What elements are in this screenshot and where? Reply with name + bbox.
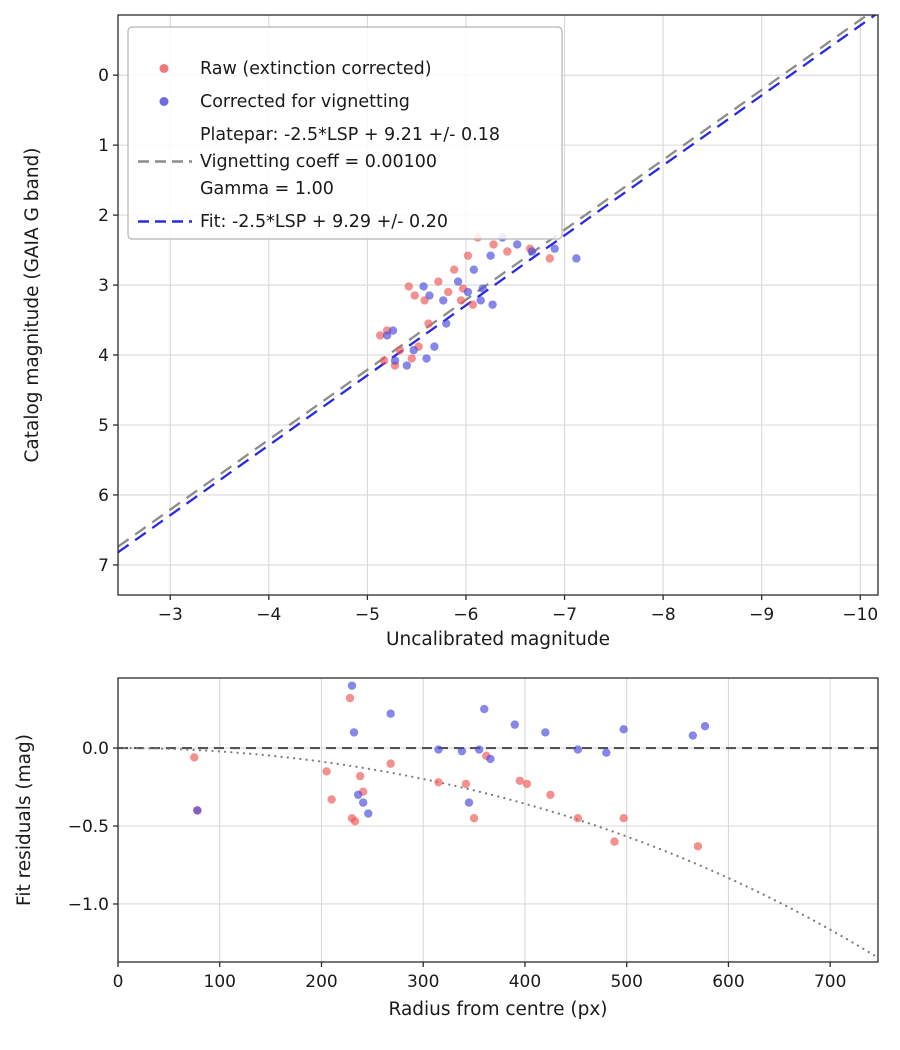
svg-text:0: 0 xyxy=(113,972,124,992)
magnitude-frame xyxy=(117,14,879,596)
legend-marker-dot xyxy=(159,97,169,106)
svg-text:0: 0 xyxy=(98,66,109,86)
svg-text:0.0: 0.0 xyxy=(82,739,109,759)
svg-text:−5: −5 xyxy=(355,605,380,625)
legend-label: Raw (extinction corrected) xyxy=(200,59,432,79)
svg-text:5: 5 xyxy=(98,416,109,436)
svg-text:−3: −3 xyxy=(158,605,183,625)
svg-text:7: 7 xyxy=(98,556,109,576)
svg-text:−7: −7 xyxy=(552,605,577,625)
legend-label: Vignetting coeff = 0.00100 xyxy=(200,152,437,172)
svg-text:3: 3 xyxy=(98,276,109,296)
magnitude-ylabel: Catalog magnitude (GAIA G band) xyxy=(22,147,43,462)
svg-text:−9: −9 xyxy=(749,605,774,625)
vignetting-fit-line xyxy=(118,15,878,554)
raw-extinction-corrected-points xyxy=(376,233,554,370)
legend-label: Fit: -2.5*LSP + 9.29 +/- 0.20 xyxy=(200,212,448,232)
svg-text:200: 200 xyxy=(305,972,337,992)
svg-text:−6: −6 xyxy=(453,605,478,625)
raw-residual-points xyxy=(190,693,703,851)
svg-text:−1.0: −1.0 xyxy=(68,895,109,915)
magnitude-plot: −3 −4 −5 −6 −7 −8 −9 −10 0 1 2 3 4 5 6 7 Uncalibrated ma… xyxy=(22,14,879,650)
legend-label: Corrected for vignetting xyxy=(200,92,410,112)
corrected-residual-points xyxy=(193,681,710,818)
magnitude-y-ticks: 0 1 2 3 4 5 6 7 xyxy=(98,66,118,576)
platepar-fit-line xyxy=(118,15,870,548)
svg-text:100: 100 xyxy=(204,972,236,992)
svg-text:1: 1 xyxy=(98,136,109,156)
svg-text:500: 500 xyxy=(610,972,642,992)
residuals-ylabel: Fit residuals (mag) xyxy=(14,734,35,906)
legend: Raw (extinction corrected) Corrected for … xyxy=(127,26,563,240)
svg-text:700: 700 xyxy=(814,972,846,992)
residuals-y-ticks: 0.0 −0.5 −1.0 xyxy=(68,739,118,915)
svg-text:−4: −4 xyxy=(256,605,281,625)
residuals-x-ticks: 0 100 200 300 400 500 600 700 xyxy=(113,962,846,992)
vignetting-model-curve xyxy=(118,746,878,959)
legend-label: Platepar: -2.5*LSP + 9.21 +/- 0.18 xyxy=(200,125,500,145)
svg-text:6: 6 xyxy=(98,486,109,506)
residuals-grid xyxy=(117,678,878,962)
svg-text:600: 600 xyxy=(712,972,744,992)
magnitude-xlabel: Uncalibrated magnitude xyxy=(386,629,610,650)
legend-label: Gamma = 1.00 xyxy=(200,179,334,199)
residuals-xlabel: Radius from centre (px) xyxy=(389,999,608,1020)
magnitude-x-ticks: −3 −4 −5 −6 −7 −8 −9 −10 xyxy=(158,595,878,625)
svg-text:−8: −8 xyxy=(651,605,676,625)
corrected-for-vignetting-points xyxy=(382,233,581,370)
svg-text:−0.5: −0.5 xyxy=(68,817,109,837)
residuals-frame xyxy=(117,677,879,963)
residuals-plot: 0 100 200 300 400 500 600 700 0.0 −0.5 −1.0 Radius … xyxy=(14,677,879,1020)
svg-text:2: 2 xyxy=(98,206,109,226)
legend-box xyxy=(127,26,563,240)
svg-text:−10: −10 xyxy=(842,605,878,625)
svg-text:4: 4 xyxy=(98,346,109,366)
svg-text:400: 400 xyxy=(509,972,541,992)
svg-text:300: 300 xyxy=(407,972,439,992)
legend-marker-dot xyxy=(159,64,169,73)
